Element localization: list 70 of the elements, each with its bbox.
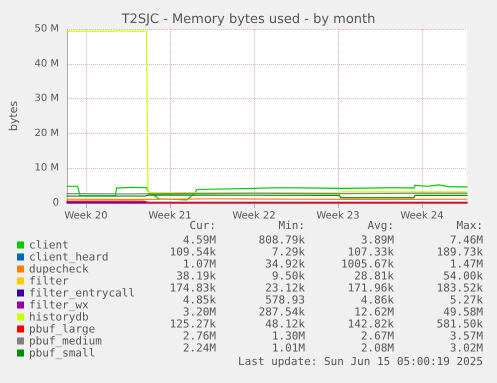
text: 1.07M bbox=[182, 258, 216, 270]
text: 109.54k bbox=[170, 246, 216, 258]
text: 107.33k bbox=[348, 246, 394, 258]
text: 1.01M bbox=[272, 342, 306, 354]
text: Max: bbox=[456, 219, 484, 232]
legend-label: pbuf_medium bbox=[29, 334, 102, 348]
x-tick-label: Week 20 bbox=[64, 210, 108, 222]
y-tick-label: 0 bbox=[52, 198, 59, 208]
legend-label: filter bbox=[29, 274, 70, 288]
y-tick-label: 40 M bbox=[34, 58, 59, 70]
text: 4.86k bbox=[360, 294, 394, 306]
text: Min: bbox=[278, 219, 306, 232]
legend-label: filter_wx bbox=[29, 298, 89, 312]
legend-label: filter_entrycall bbox=[29, 286, 135, 300]
legend-label: pbuf_large bbox=[29, 322, 96, 336]
text: 183.52k bbox=[436, 282, 484, 294]
text: 12.62M bbox=[354, 306, 394, 318]
text: Cur: bbox=[190, 219, 216, 232]
text: 287.54k bbox=[258, 306, 306, 318]
text: 7.46M bbox=[450, 234, 484, 246]
y-tick-label: 10 M bbox=[34, 162, 59, 174]
text: 38.19k bbox=[176, 270, 216, 282]
y-tick-label: 30 M bbox=[34, 93, 59, 104]
text: 2.67M bbox=[360, 330, 394, 342]
legend-label: dupecheck bbox=[29, 262, 89, 276]
x-tick-label: Week 22 bbox=[232, 210, 276, 222]
text: 54.00k bbox=[443, 270, 484, 282]
text: Last update: Sun Jun 15 05:00:19 2025 bbox=[238, 355, 483, 368]
text: 808.79k bbox=[258, 234, 306, 246]
text: 9.50k bbox=[272, 270, 306, 282]
legend-label: client bbox=[29, 238, 69, 252]
text: 1.47M bbox=[450, 258, 484, 270]
y-tick-label: 20 M bbox=[34, 128, 59, 139]
text: 581.50k bbox=[436, 318, 484, 330]
text: 171.96k bbox=[348, 282, 394, 294]
y-axis-title: bytes bbox=[7, 100, 20, 132]
text: 48.12k bbox=[265, 318, 306, 330]
chart-title: T2SJC - Memory bytes used - by month bbox=[120, 12, 376, 27]
text: 142.82k bbox=[348, 318, 394, 330]
text: 7.29k bbox=[272, 246, 306, 258]
text: 1005.67k bbox=[341, 258, 394, 270]
text: 49.58M bbox=[443, 306, 484, 318]
legend-label: pbuf_small bbox=[29, 346, 96, 360]
line-series bbox=[66, 184, 468, 200]
text: 28.81k bbox=[354, 270, 394, 282]
legend-label: client_heard bbox=[29, 250, 108, 264]
text: 578.93 bbox=[265, 294, 305, 306]
text: 125.27k bbox=[170, 318, 216, 330]
line-series bbox=[66, 30, 468, 194]
text: 3.57M bbox=[450, 330, 484, 342]
text: 3.02M bbox=[450, 342, 484, 354]
text: 23.12k bbox=[265, 282, 306, 294]
x-tick-label: Week 24 bbox=[400, 210, 444, 222]
text: 189.73k bbox=[436, 246, 484, 258]
text: 2.76M bbox=[182, 330, 216, 342]
text: 4.59M bbox=[182, 234, 216, 246]
text: 3.20M bbox=[182, 306, 216, 318]
x-tick-label: Week 21 bbox=[148, 210, 192, 222]
y-tick-label: 50 M bbox=[34, 24, 59, 34]
text: 4.85k bbox=[182, 294, 216, 306]
text: 5.27k bbox=[450, 294, 484, 306]
text: 3.89M bbox=[360, 234, 394, 246]
text: 2.24M bbox=[182, 342, 216, 354]
text: 34.92k bbox=[265, 258, 306, 270]
text: Avg: bbox=[368, 219, 394, 232]
x-tick-label: Week 23 bbox=[316, 210, 360, 222]
legend-label: historydb bbox=[29, 310, 89, 324]
text: 2.08M bbox=[360, 342, 394, 354]
text: 174.83k bbox=[170, 282, 216, 294]
text: 1.30M bbox=[272, 330, 306, 342]
